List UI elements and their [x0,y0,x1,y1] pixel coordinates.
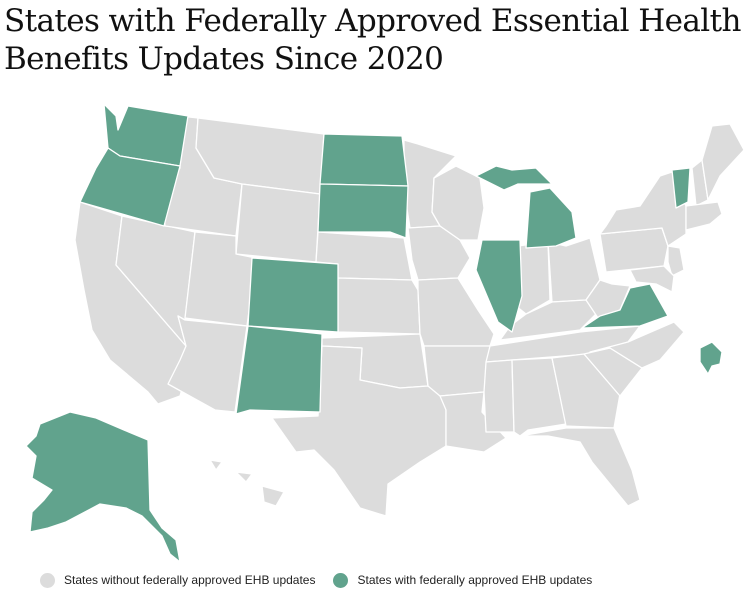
state-district-of-columbia[interactable] [699,341,723,375]
state-pennsylvania[interactable] [599,227,669,273]
state-kansas[interactable] [337,277,421,335]
state-colorado[interactable] [247,257,339,333]
state-missouri[interactable] [417,277,495,347]
legend-item-with: States with federally approved EHB updat… [333,572,593,588]
state-wyoming[interactable] [235,183,321,263]
state-florida[interactable] [519,427,641,507]
legend-swatch-without [40,572,55,588]
state-maryland-delaware[interactable] [629,265,675,293]
state-hawaii[interactable] [209,459,285,507]
map-title: States with Federally Approved Essential… [4,3,741,77]
legend-label-with: States with federally approved EHB updat… [357,573,593,587]
state-michigan[interactable] [475,165,577,249]
state-oregon[interactable] [79,147,181,227]
state-mississippi[interactable] [483,359,515,433]
state-illinois[interactable] [475,239,523,333]
state-north-dakota[interactable] [319,133,409,187]
legend-label-without: States without federally approved EHB up… [64,573,316,587]
legend-item-without: States without federally approved EHB up… [40,572,316,588]
state-alaska[interactable] [25,411,181,563]
state-massachusetts-ct-ri[interactable] [685,201,723,231]
us-states-map [25,103,745,563]
state-new-jersey[interactable] [667,245,685,277]
state-texas[interactable] [271,345,447,517]
state-arizona[interactable] [167,315,248,413]
state-south-dakota[interactable] [317,183,409,239]
legend-swatch-with [333,572,349,588]
state-maine[interactable] [701,123,745,201]
state-wisconsin[interactable] [431,165,485,241]
state-vermont[interactable] [671,167,691,209]
legend: States without federally approved EHB up… [40,570,610,590]
state-north-carolina[interactable] [589,321,685,369]
state-georgia[interactable] [551,353,621,429]
state-new-mexico[interactable] [235,325,323,415]
state-virginia[interactable] [581,283,669,329]
state-arkansas[interactable] [423,345,491,397]
